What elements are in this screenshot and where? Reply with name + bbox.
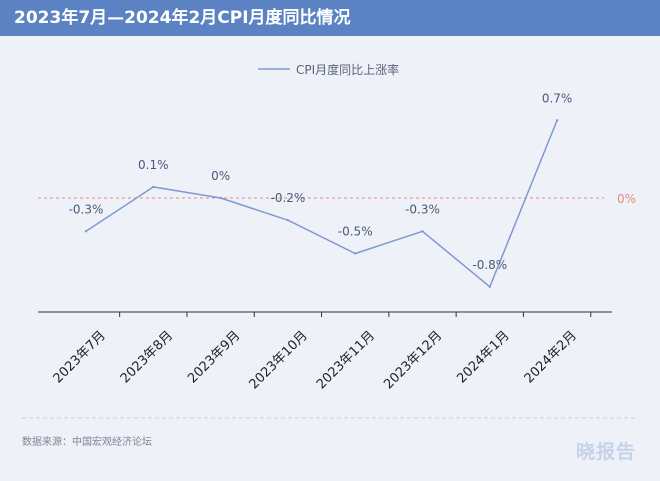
x-tick-label: 2023年12月: [381, 328, 445, 392]
data-label: 0.1%: [138, 158, 169, 172]
data-point: [354, 252, 357, 255]
data-label: 0%: [211, 169, 230, 183]
x-tick-label: 2024年1月: [454, 328, 512, 386]
data-point: [421, 230, 424, 233]
data-label: -0.8%: [472, 258, 507, 272]
data-source: 数据来源：中国宏观经济论坛: [22, 437, 152, 448]
data-point: [152, 185, 155, 189]
x-tick-label: 2024年2月: [522, 328, 580, 386]
legend-label: CPI月度同比上涨率: [296, 62, 399, 77]
data-point: [84, 230, 88, 233]
data-label: 0.7%: [542, 91, 573, 105]
data-point: [286, 219, 290, 222]
data-label: -0.3%: [405, 202, 440, 216]
x-tick-label: 2023年7月: [51, 328, 109, 386]
data-point: [219, 196, 222, 200]
chart-header: 2023年7月—2024年2月CPI月度同比情况: [0, 0, 660, 36]
brand-logo: 晓报告: [575, 441, 636, 463]
x-tick-label: 2023年11月: [314, 328, 378, 392]
data-point: [555, 119, 559, 122]
zero-reference-label: 0%: [617, 192, 636, 206]
chart-title: 2023年7月—2024年2月CPI月度同比情况: [14, 8, 351, 28]
x-tick-label: 2023年9月: [185, 328, 243, 386]
data-point: [488, 285, 491, 288]
x-tick-label: 2023年8月: [118, 328, 176, 386]
data-label: -0.3%: [69, 202, 104, 216]
data-label: -0.2%: [270, 191, 305, 205]
series-line-cpi: [85, 120, 558, 288]
data-label: -0.5%: [338, 225, 373, 239]
x-tick-label: 2023年10月: [247, 328, 311, 392]
